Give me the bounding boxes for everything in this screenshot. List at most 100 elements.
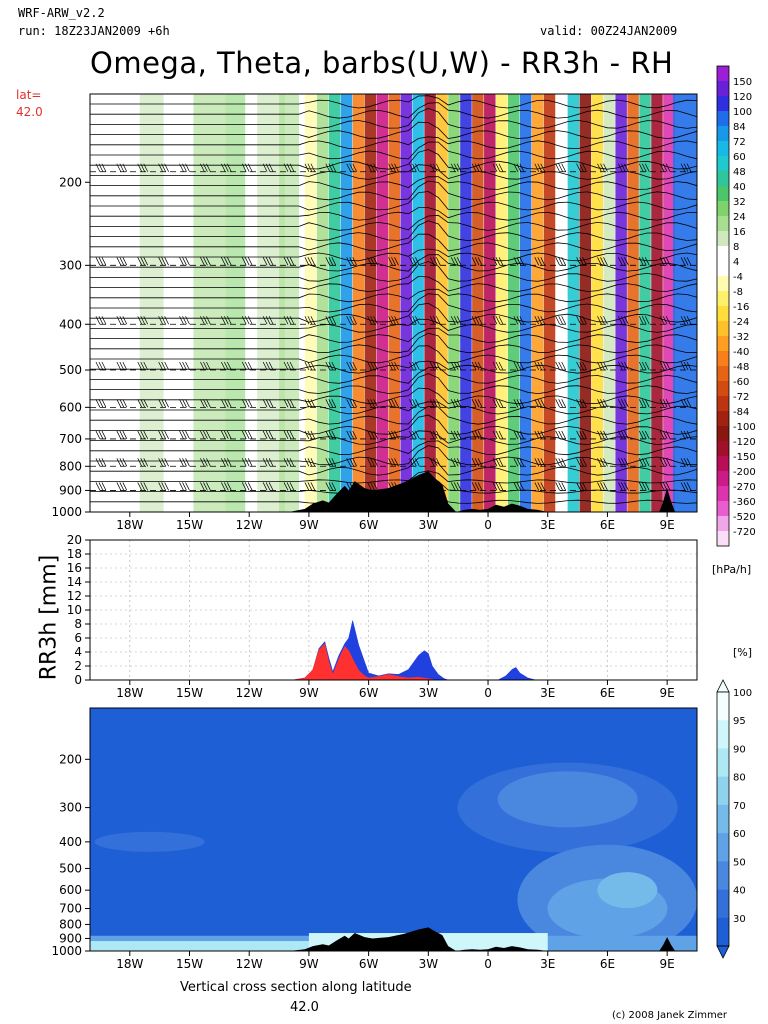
omega-stripe-6 xyxy=(376,94,389,512)
omega-stripe-3 xyxy=(340,94,353,512)
theta-contour-29 xyxy=(90,387,697,405)
wind-barb xyxy=(597,430,608,440)
wind-barb xyxy=(325,257,337,266)
wind-barb xyxy=(137,458,149,467)
wind-barb xyxy=(283,458,295,467)
rr-xtick-label: 12W xyxy=(236,686,263,700)
wind-barb xyxy=(638,257,650,266)
wind-barb xyxy=(95,482,107,491)
wind-barb xyxy=(388,399,399,408)
wind-barb xyxy=(492,361,504,371)
wind-barb xyxy=(325,361,337,371)
omega-cb-label: -84 xyxy=(733,407,749,418)
wind-barb xyxy=(221,430,232,440)
wind-barb xyxy=(158,257,169,266)
wind-barb xyxy=(659,257,671,266)
wind-barb xyxy=(576,163,587,172)
omega-stripe-23 xyxy=(579,94,592,512)
caption-line2: 42.0 xyxy=(290,1000,319,1015)
wind-barb xyxy=(450,361,462,371)
wind-barb xyxy=(262,458,274,467)
wind-barb xyxy=(471,430,483,440)
rh-ytick-label: 200 xyxy=(59,752,82,766)
wind-barb xyxy=(513,361,525,371)
omega-cb-swatch xyxy=(717,231,729,247)
omega-cb-label: 84 xyxy=(733,122,746,133)
omega-cb-label: -72 xyxy=(733,392,749,403)
wind-barb xyxy=(409,458,420,467)
omega-xtick-label: 9W xyxy=(299,518,319,532)
theta-contour-7 xyxy=(90,164,697,180)
omega-cb-label: 40 xyxy=(733,182,746,193)
omega-shade-2 xyxy=(225,94,246,512)
omega-stripe-21 xyxy=(555,94,568,512)
rh-cb-swatch xyxy=(717,692,729,721)
rr-ytick-label: 14 xyxy=(67,575,82,589)
wind-barb xyxy=(534,163,546,172)
omega-cb-swatch xyxy=(717,246,729,262)
rh-cb-arrow-top xyxy=(716,679,730,693)
omega-cb-label: 16 xyxy=(733,227,746,238)
rr-xtick-label: 15W xyxy=(176,686,203,700)
omega-cb-label: -120 xyxy=(733,437,756,448)
theta-contour-32 xyxy=(90,414,697,435)
wind-barb xyxy=(283,361,295,371)
wind-barb xyxy=(429,430,441,440)
rh-cb-label: 95 xyxy=(733,716,746,727)
wind-barb xyxy=(659,482,671,491)
omega-stripe-19 xyxy=(531,94,544,512)
wind-barb xyxy=(597,361,608,371)
wind-barb xyxy=(618,361,629,371)
wind-barb xyxy=(618,482,629,491)
wind-barb xyxy=(388,257,399,266)
omega-xtick-label: 3E xyxy=(540,518,555,532)
rr-ytick-label: 2 xyxy=(74,659,82,673)
copyright: (c) 2008 Janek Zimmer xyxy=(612,1010,728,1021)
wind-barb xyxy=(241,482,253,491)
terrain-omega xyxy=(90,471,697,512)
omega-stripe-28 xyxy=(639,94,651,512)
theta-contour-19 xyxy=(90,288,697,303)
wind-barb xyxy=(534,458,546,467)
omega-cb-swatch xyxy=(717,306,729,322)
wind-barb xyxy=(409,399,420,408)
omega-cb-swatch xyxy=(717,486,729,502)
wind-barb xyxy=(576,482,587,491)
omega-cb-swatch xyxy=(717,351,729,367)
omega-stripe-16 xyxy=(495,94,508,512)
rr-xtick-label: 3E xyxy=(540,686,555,700)
wind-barb xyxy=(116,361,128,371)
caption-line1: Vertical cross section along latitude xyxy=(180,980,412,995)
wind-barb xyxy=(283,399,295,408)
omega-shade-1 xyxy=(193,94,226,512)
wind-barb xyxy=(367,257,378,266)
wind-barb xyxy=(492,399,504,408)
omega-cb-swatch xyxy=(717,96,729,112)
wind-barb xyxy=(200,316,211,325)
wind-barb xyxy=(659,458,671,467)
wind-barb xyxy=(680,482,692,491)
wind-barb xyxy=(409,316,420,325)
omega-ytick-label: 400 xyxy=(59,317,82,331)
wind-barb xyxy=(638,458,650,467)
rh-ytick-label: 900 xyxy=(59,931,82,945)
omega-cb-label: -200 xyxy=(733,467,756,478)
wind-barb xyxy=(555,316,566,325)
wind-barb xyxy=(304,257,316,266)
wind-barb xyxy=(680,399,692,408)
omega-cb-swatch xyxy=(717,126,729,142)
wind-barb xyxy=(576,458,587,467)
wind-barb xyxy=(471,361,483,371)
wind-barb xyxy=(388,316,399,325)
wind-barb xyxy=(659,316,671,325)
wind-barb xyxy=(116,257,128,266)
theta-contour-28 xyxy=(90,373,697,395)
wind-barb xyxy=(325,482,337,491)
wind-barb xyxy=(576,257,587,266)
theta-contour-17 xyxy=(90,261,697,282)
wind-barb xyxy=(680,163,692,172)
wind-barb xyxy=(597,163,608,172)
wind-barb xyxy=(221,163,232,172)
wind-barb xyxy=(241,399,253,408)
wind-barb xyxy=(325,316,337,325)
